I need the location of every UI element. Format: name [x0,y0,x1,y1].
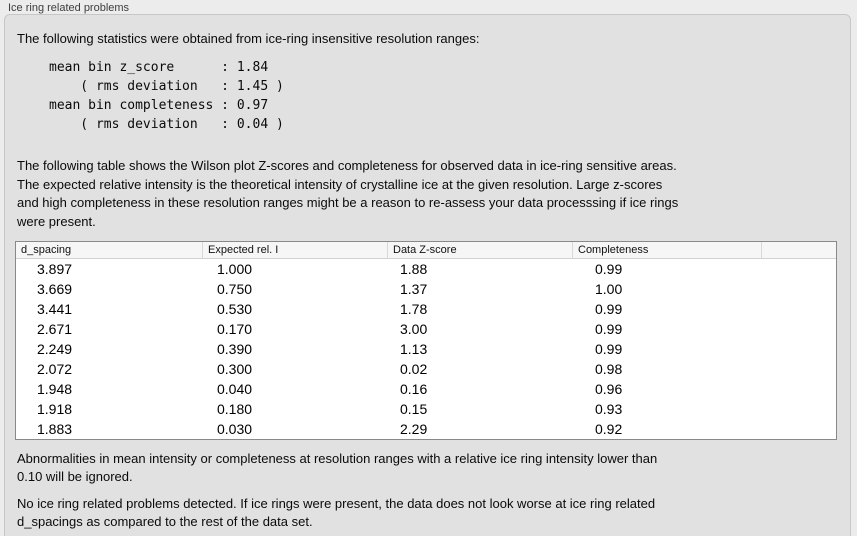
table-cell-empty [762,419,836,439]
table-row[interactable]: 1.948 0.040 0.16 0.96 [16,379,836,399]
table-cell: 1.000 [217,261,253,277]
table-cell: 0.030 [217,421,253,437]
table-row[interactable]: 1.918 0.180 0.15 0.93 [16,399,836,419]
ice-ring-table[interactable]: d_spacing Expected rel. I Data Z-score C… [15,241,837,440]
table-cell: 1.00 [595,281,623,297]
table-cell: 0.530 [217,301,253,317]
table-cell: 1.13 [400,341,428,357]
table-cell: 3.897 [37,261,73,277]
table-row[interactable]: 3.669 0.750 1.37 1.00 [16,279,836,299]
table-body: 3.897 1.000 1.88 0.99 3.669 0.750 1.37 1.00 3.44… [16,259,836,439]
table-cell: 1.918 [37,401,73,417]
table-cell: 0.02 [400,361,428,377]
column-header-data-z-score[interactable]: Data Z-score [388,242,573,258]
column-header-completeness[interactable]: Completeness [573,242,762,258]
stats-intro-text: The following statistics were obtained f… [17,31,480,46]
ice-ring-groupbox: The following statistics were obtained f… [4,14,851,536]
table-header-row: d_spacing Expected rel. I Data Z-score C… [16,242,836,259]
ignore-note-text: Abnormalities in mean intensity or compl… [17,451,658,484]
table-cell: 3.669 [37,281,73,297]
table-cell: 2.671 [37,321,73,337]
table-cell: 1.78 [400,301,428,317]
table-cell: 0.16 [400,381,428,397]
stats-block: mean bin z_score : 1.84 ( rms deviation … [49,60,284,132]
table-cell: 0.92 [595,421,623,437]
table-row[interactable]: 2.249 0.390 1.13 0.99 [16,339,836,359]
table-row[interactable]: 1.883 0.030 2.29 0.92 [16,419,836,439]
table-cell-empty [762,339,836,359]
table-cell: 0.180 [217,401,253,417]
column-header-d-spacing[interactable]: d_spacing [16,242,203,258]
table-cell-empty [762,279,836,299]
table-cell-empty [762,319,836,339]
table-cell: 1.37 [400,281,428,297]
conclusion-note-text: No ice ring related problems detected. I… [17,496,656,529]
table-cell: 1.883 [37,421,73,437]
table-cell: 2.29 [400,421,428,437]
table-cell: 0.98 [595,361,623,377]
table-cell-empty [762,379,836,399]
table-cell: 1.948 [37,381,73,397]
table-description-text: The following table shows the Wilson plo… [17,158,679,229]
table-cell: 2.072 [37,361,73,377]
table-cell: 3.00 [400,321,428,337]
table-cell: 0.99 [595,261,623,277]
table-row[interactable]: 2.072 0.300 0.02 0.98 [16,359,836,379]
column-header-expected-rel-i[interactable]: Expected rel. I [203,242,388,258]
table-cell: 0.300 [217,361,253,377]
column-header-empty [762,242,836,258]
table-cell: 0.040 [217,381,253,397]
table-cell: 0.750 [217,281,253,297]
table-cell: 3.441 [37,301,73,317]
table-cell: 1.88 [400,261,428,277]
table-cell-empty [762,259,836,279]
table-cell: 0.99 [595,341,623,357]
table-row[interactable]: 2.671 0.170 3.00 0.99 [16,319,836,339]
table-cell-empty [762,299,836,319]
table-cell: 0.93 [595,401,623,417]
table-cell-empty [762,359,836,379]
table-cell-empty [762,399,836,419]
table-cell: 0.15 [400,401,428,417]
table-cell: 0.390 [217,341,253,357]
table-row[interactable]: 3.897 1.000 1.88 0.99 [16,259,836,279]
table-cell: 0.96 [595,381,623,397]
table-cell: 2.249 [37,341,73,357]
table-cell: 0.99 [595,301,623,317]
table-row[interactable]: 3.441 0.530 1.78 0.99 [16,299,836,319]
table-cell: 0.99 [595,321,623,337]
table-cell: 0.170 [217,321,253,337]
groupbox-title: Ice ring related problems [8,2,130,14]
